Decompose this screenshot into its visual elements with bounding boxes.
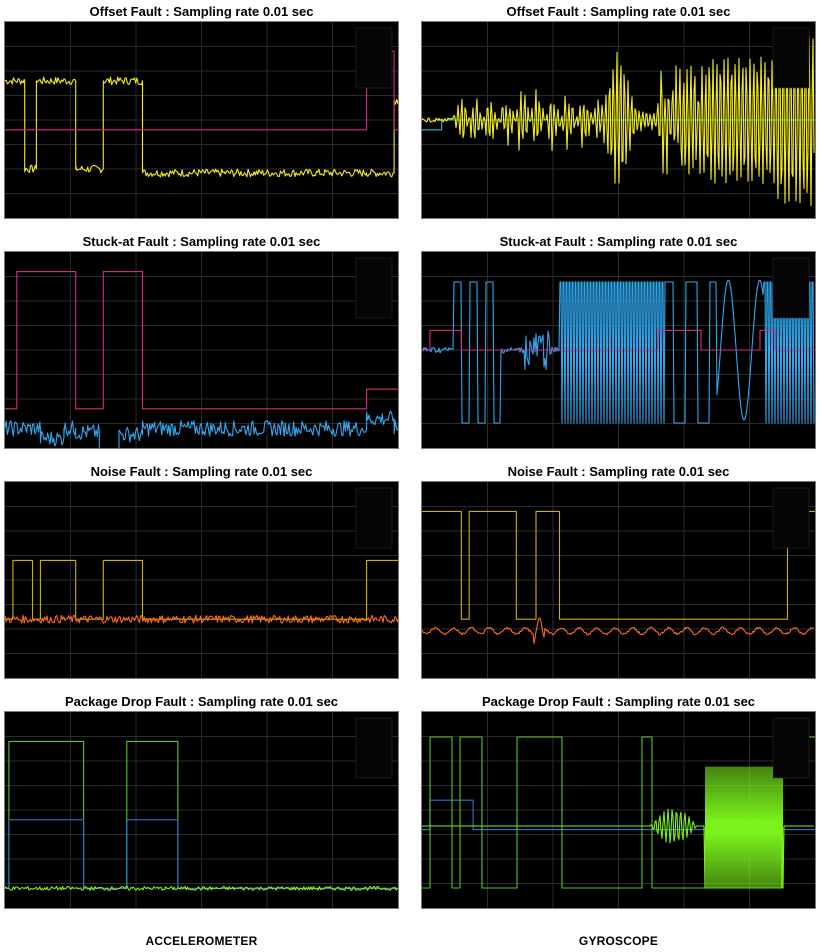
chart-title-accel-stuck: Stuck-at Fault : Sampling rate 0.01 sec (82, 234, 321, 249)
plot-gyro-drop (421, 711, 816, 909)
series-line-1 (422, 736, 815, 889)
chart-svg (5, 712, 398, 908)
series-line-0 (422, 119, 815, 131)
chart-title-gyro-offset: Offset Fault : Sampling rate 0.01 sec (506, 4, 731, 19)
chart-svg (422, 22, 815, 218)
series-line-1 (422, 329, 815, 351)
grid (5, 482, 398, 678)
legend-box (355, 257, 393, 319)
chart-title-gyro-stuck: Stuck-at Fault : Sampling rate 0.01 sec (499, 234, 738, 249)
accelerometer-label: ACCELEROMETER (145, 934, 258, 948)
series-line-0 (422, 510, 815, 620)
chart-title-accel-offset: Offset Fault : Sampling rate 0.01 sec (89, 4, 314, 19)
series-line-0 (422, 279, 815, 424)
legend-box (355, 487, 393, 549)
plot-accel-stuck (4, 251, 399, 449)
chart-svg (422, 252, 815, 448)
grid (5, 712, 398, 908)
legend-box (355, 717, 393, 779)
plot-gyro-stuck (421, 251, 816, 449)
plot-accel-drop (4, 711, 399, 909)
chart-svg (422, 482, 815, 678)
series-line-0 (5, 271, 398, 410)
series-line-0 (5, 76, 398, 178)
legend-box (772, 487, 810, 549)
grid (422, 482, 815, 678)
chart-svg (422, 712, 815, 908)
legend-box (772, 27, 810, 89)
plot-accel-noise (4, 481, 399, 679)
series-line-1 (422, 617, 814, 644)
plot-gyro-noise (421, 481, 816, 679)
legend-box (772, 717, 810, 779)
plot-accel-offset (4, 21, 399, 219)
series-line-1 (5, 410, 398, 448)
series-line-2 (422, 766, 814, 889)
series-line-1 (5, 819, 398, 889)
chart-title-gyro-noise: Noise Fault : Sampling rate 0.01 sec (507, 464, 730, 479)
grid (5, 252, 398, 448)
chart-title-gyro-drop: Package Drop Fault : Sampling rate 0.01 … (481, 694, 756, 709)
grid (5, 22, 398, 218)
chart-svg (5, 252, 398, 448)
chart-svg (5, 482, 398, 678)
chart-svg (5, 22, 398, 218)
chart-title-accel-noise: Noise Fault : Sampling rate 0.01 sec (90, 464, 313, 479)
legend-box (355, 27, 393, 89)
gyroscope-label: GYROSCOPE (578, 934, 659, 948)
series-line-0 (5, 559, 398, 620)
legend-box (772, 257, 810, 319)
plot-gyro-offset (421, 21, 816, 219)
series-line-1 (422, 33, 815, 207)
series-line-2 (5, 885, 398, 891)
series-line-1 (5, 614, 398, 624)
chart-title-accel-drop: Package Drop Fault : Sampling rate 0.01 … (64, 694, 339, 709)
